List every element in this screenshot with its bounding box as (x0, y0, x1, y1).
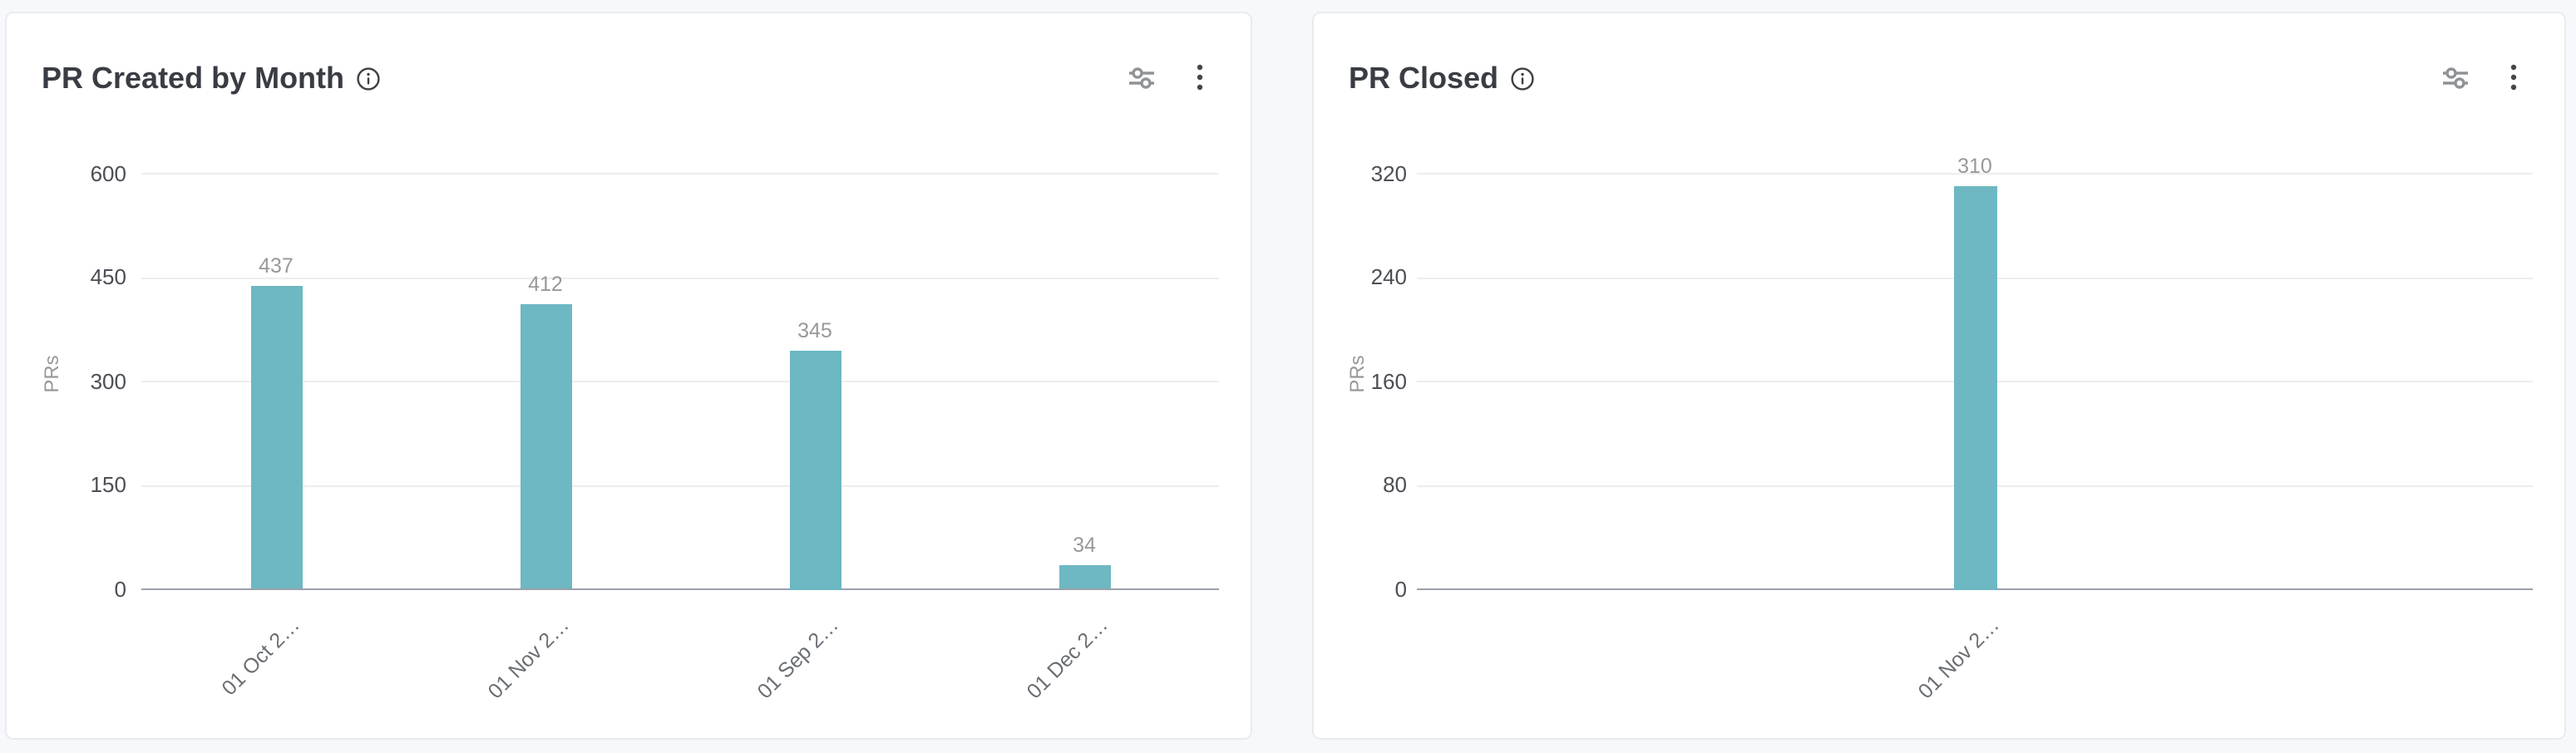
card-header: PR Closed (1349, 60, 1535, 96)
gridline (141, 485, 1219, 486)
bar-chart: 600 450 300 150 0 PRs 437 01 Oct 2… 412 01 Nov 2…… (7, 13, 1251, 738)
y-axis-title: PRs (1345, 354, 1369, 392)
y-tick-label: 160 (1370, 368, 1407, 393)
bar[interactable] (1059, 565, 1110, 589)
filter-sliders-icon[interactable] (2441, 64, 2470, 91)
y-tick-label: 80 (1383, 472, 1407, 497)
y-tick-label: 0 (1394, 576, 1407, 601)
kebab-menu-icon[interactable] (2509, 63, 2518, 91)
filter-sliders-icon[interactable] (1128, 64, 1156, 91)
y-tick-label: 450 (90, 264, 126, 289)
info-icon[interactable] (356, 66, 381, 91)
gridline (141, 277, 1219, 278)
card-title: PR Closed (1349, 62, 1499, 95)
card-toolbar (1128, 63, 1204, 91)
gridline (1417, 173, 2533, 175)
gridline (141, 173, 1219, 175)
y-tick-label: 0 (114, 576, 126, 601)
bar[interactable] (250, 286, 302, 589)
x-axis-line (141, 588, 1219, 591)
card-toolbar (2441, 63, 2518, 91)
x-axis-label: 01 Nov 2… (1912, 613, 2003, 703)
bar[interactable] (520, 303, 571, 589)
card-header: PR Created by Month (42, 60, 381, 96)
bar-value-label: 437 (259, 254, 294, 278)
y-axis-title: PRs (40, 354, 63, 392)
gridline (141, 381, 1219, 382)
y-tick-label: 150 (90, 472, 126, 497)
bar-value-label: 345 (797, 318, 832, 342)
info-icon[interactable] (1510, 66, 1535, 91)
bar-value-label: 412 (528, 272, 563, 296)
bar[interactable] (1953, 186, 1996, 589)
pr-created-by-month-card: PR Created by Month (5, 12, 1252, 740)
x-axis-line (1417, 588, 2533, 591)
bar[interactable] (789, 350, 841, 589)
x-axis-label: 01 Dec 2… (1022, 613, 1113, 703)
bar-chart: 320 240 160 80 0 PRs 310 01 Nov 2… (1314, 13, 2564, 738)
y-tick-label: 240 (1370, 264, 1407, 289)
x-axis-label: 01 Oct 2… (217, 613, 304, 700)
x-axis-label: 01 Sep 2… (753, 613, 843, 703)
pr-closed-card: PR Closed (1312, 12, 2566, 740)
y-tick-label: 320 (1370, 160, 1407, 185)
y-tick-label: 300 (90, 368, 126, 393)
bar-value-label: 310 (1957, 155, 1992, 179)
x-axis-label: 01 Nov 2… (483, 613, 574, 703)
kebab-menu-icon[interactable] (1196, 63, 1204, 91)
card-title: PR Created by Month (42, 62, 345, 95)
y-tick-label: 600 (90, 160, 126, 185)
bar-value-label: 34 (1073, 534, 1096, 558)
